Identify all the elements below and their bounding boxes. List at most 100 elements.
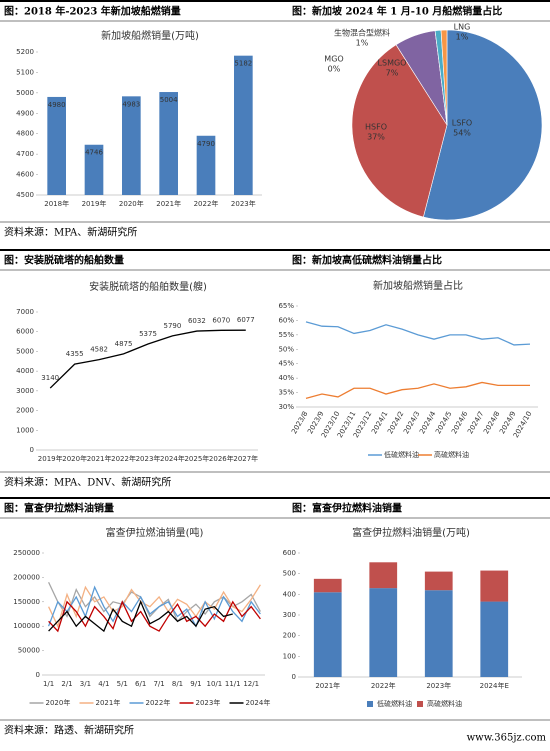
y-tick-label: 100000 <box>13 622 40 630</box>
chart-title: 新加坡船燃销量(万吨) <box>101 29 199 42</box>
slice-label: HSFO <box>365 123 387 132</box>
bar <box>159 92 178 195</box>
bar <box>84 144 104 195</box>
y-tick-label: 400 <box>283 590 296 598</box>
y-tick-label: 30% <box>278 403 294 411</box>
chart-title: 富查伊拉燃油销量(吨) <box>106 526 204 539</box>
legend-swatch <box>367 701 373 707</box>
x-tick-label: 2022年 <box>111 454 136 463</box>
x-tick-label: 2021年 <box>87 454 112 463</box>
figure-caption: 图：新加坡 2024 年 1 月-10 月船燃销量占比 <box>292 5 502 18</box>
bar-segment <box>480 601 509 677</box>
x-tick-label: 2019年 <box>82 199 107 208</box>
bar-segment <box>424 571 453 591</box>
y-tick-label: 3000 <box>16 387 34 395</box>
data-label: 6032 <box>188 317 206 325</box>
x-tick-label: 2020年 <box>62 454 87 463</box>
data-label: 4746 <box>85 149 103 157</box>
watermark: www.365jz.com <box>467 733 547 744</box>
figure-caption: 图：富查伊拉燃料油销量 <box>4 502 114 515</box>
y-tick-label: 250000 <box>13 549 40 557</box>
source-note: 资料来源：MPA、DNV、新湖研究所 <box>4 476 171 489</box>
legend-label: 高硫燃料油 <box>427 699 462 708</box>
slice-label: LNG <box>454 23 471 32</box>
x-tick-label: 2018年 <box>44 199 69 208</box>
chart-title: 安装脱硫塔的船舶数量(艘) <box>89 280 207 293</box>
y-tick-label: 5200 <box>16 48 34 56</box>
x-tick-label: 2/1 <box>61 680 72 688</box>
y-tick-label: 4000 <box>16 367 34 375</box>
legend-swatch <box>417 701 423 707</box>
x-tick-label: 3/1 <box>80 680 91 688</box>
data-label: 4983 <box>122 100 140 108</box>
x-tick-label: 2027年 <box>233 454 258 463</box>
bar-segment <box>424 590 453 677</box>
line-series <box>48 584 261 629</box>
bar <box>122 96 141 195</box>
pie-slice <box>440 29 448 126</box>
source-note: 资料来源：路透、新湖研究所 <box>4 724 134 737</box>
y-tick-label: 500 <box>283 570 296 578</box>
y-tick-label: 40% <box>278 374 294 382</box>
y-tick-label: 6000 <box>16 328 34 336</box>
bar-segment <box>369 588 398 677</box>
bar-segment <box>313 592 342 677</box>
legend-label: 2022年 <box>146 698 171 707</box>
data-label: 5375 <box>139 330 157 338</box>
bar <box>234 55 253 196</box>
bar-segment <box>313 578 342 593</box>
figure-caption: 图：新加坡高低硫燃料油销量占比 <box>292 254 442 267</box>
y-tick-label: 200000 <box>13 573 40 581</box>
line-series <box>47 585 261 628</box>
slice-label: MGO <box>324 55 343 64</box>
source-note: 资料来源：MPA、新湖研究所 <box>4 226 137 239</box>
legend-label: 低硫燃料油 <box>377 699 412 708</box>
y-tick-label: 35% <box>278 389 294 397</box>
x-tick-label: 12/1 <box>243 680 259 688</box>
y-tick-label: 50000 <box>18 647 40 655</box>
legend-label: 高硫燃料油 <box>434 450 469 459</box>
y-tick-label: 50% <box>278 345 294 353</box>
legend-label: 2021年 <box>96 698 121 707</box>
data-label: 4875 <box>115 340 133 348</box>
x-tick-label: 11/1 <box>225 680 241 688</box>
legend-label: 2023年 <box>196 698 221 707</box>
data-label: 5182 <box>234 60 252 68</box>
x-tick-label: 2023年 <box>136 454 161 463</box>
x-tick-label: 5/1 <box>117 680 128 688</box>
data-label: 4582 <box>90 346 108 354</box>
y-tick-label: 55% <box>278 331 294 339</box>
x-tick-label: 4/1 <box>98 680 109 688</box>
figure-caption: 图：富查伊拉燃料油销量 <box>292 502 402 515</box>
data-label: 4790 <box>197 140 215 148</box>
x-tick-label: 7/1 <box>153 680 164 688</box>
slice-value: 7% <box>386 69 399 78</box>
data-label: 3140 <box>41 374 59 382</box>
x-tick-label: 9/1 <box>190 680 201 688</box>
y-tick-label: 5000 <box>16 89 34 97</box>
y-tick-label: 100 <box>283 652 296 660</box>
x-tick-label: 1/1 <box>43 680 54 688</box>
data-label: 6077 <box>237 316 255 324</box>
y-tick-label: 60% <box>278 316 294 324</box>
legend-label: 低硫燃料油 <box>384 450 419 459</box>
data-label: 6070 <box>212 316 230 324</box>
slice-label: LSFO <box>452 119 472 128</box>
figure-caption: 图：安装脱硫塔的船舶数量 <box>4 254 124 267</box>
frame <box>0 0 550 721</box>
slice-value: 37% <box>367 133 385 142</box>
x-tick-label: 2020年 <box>119 199 144 208</box>
y-tick-label: 1000 <box>16 426 34 434</box>
x-tick-label: 2023年 <box>426 681 451 690</box>
y-tick-label: 0 <box>36 671 40 679</box>
slice-value: 1% <box>456 33 469 42</box>
x-tick-label: 6/1 <box>135 680 146 688</box>
y-tick-label: 65% <box>278 302 294 310</box>
legend-label: 2020年 <box>46 698 71 707</box>
y-tick-label: 4600 <box>16 171 34 179</box>
x-tick-label: 2022年 <box>194 199 219 208</box>
x-tick-label: 2019年 <box>38 454 63 463</box>
legend-label: 2024年 <box>246 698 271 707</box>
x-tick-label: 2021年 <box>315 681 340 690</box>
